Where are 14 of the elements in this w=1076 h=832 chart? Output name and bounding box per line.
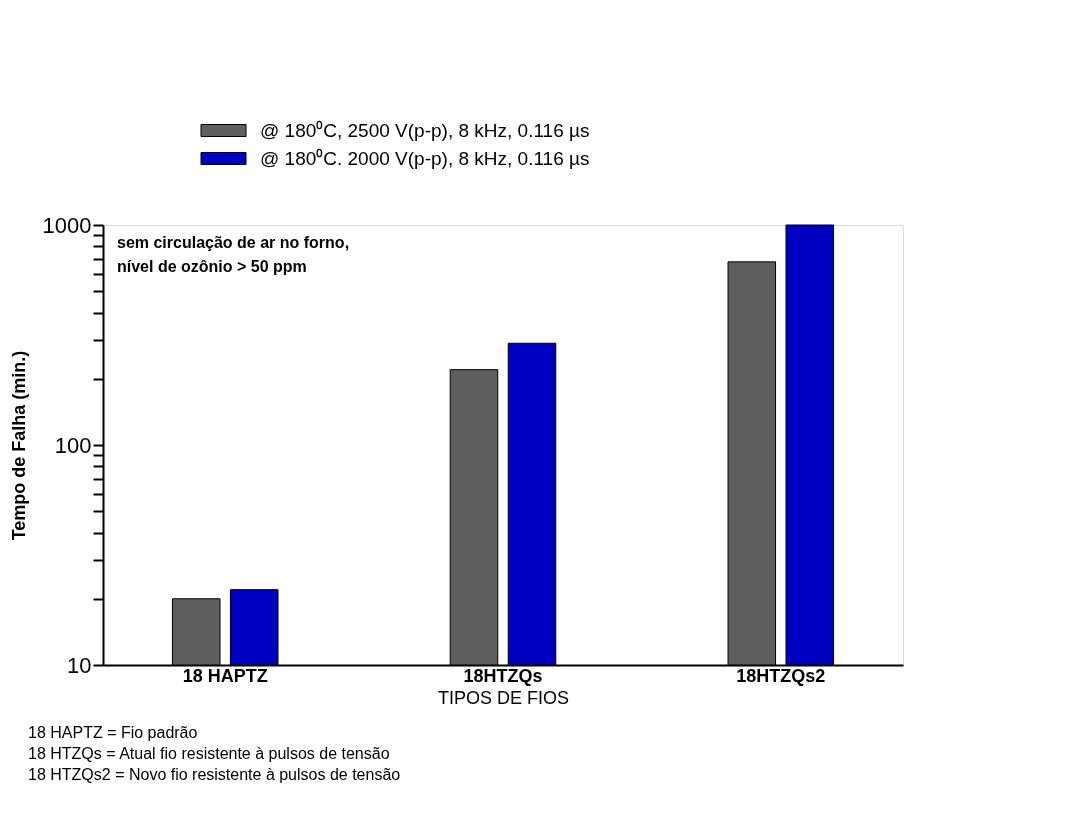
x-axis-title: TIPOS DE FIOS: [437, 687, 570, 708]
text: 18 HTZQs2 = Novo fio resistente à pulsos de tensão: [28, 766, 401, 783]
text: 18 HAPTZ = Fio padrão: [28, 724, 198, 741]
legend-label: @ 180⁰C, 2500 V(p-p), 8 kHz, 0.116 µs: [260, 119, 590, 141]
x-tick-label: 18HTZQs2: [736, 665, 826, 686]
y-tick-label: 100: [54, 432, 92, 458]
y-tick-label: 1000: [42, 212, 92, 238]
y-axis-title: Tempo de Falha (min.): [8, 350, 29, 541]
x-tick-label: 18 HAPTZ: [182, 665, 268, 686]
y-tick-label: 10: [67, 652, 92, 678]
annotation: sem circulação de ar no forno, nível de ozônio > 50 ppm: [117, 234, 350, 275]
x-tick-label: 18HTZQs: [463, 665, 543, 686]
legend-label: @ 180⁰C. 2000 V(p-p), 8 kHz, 0.116 µs: [260, 147, 590, 169]
text: 18 HTZQs = Atual fio resistente à pulsos de tensão: [28, 745, 390, 762]
